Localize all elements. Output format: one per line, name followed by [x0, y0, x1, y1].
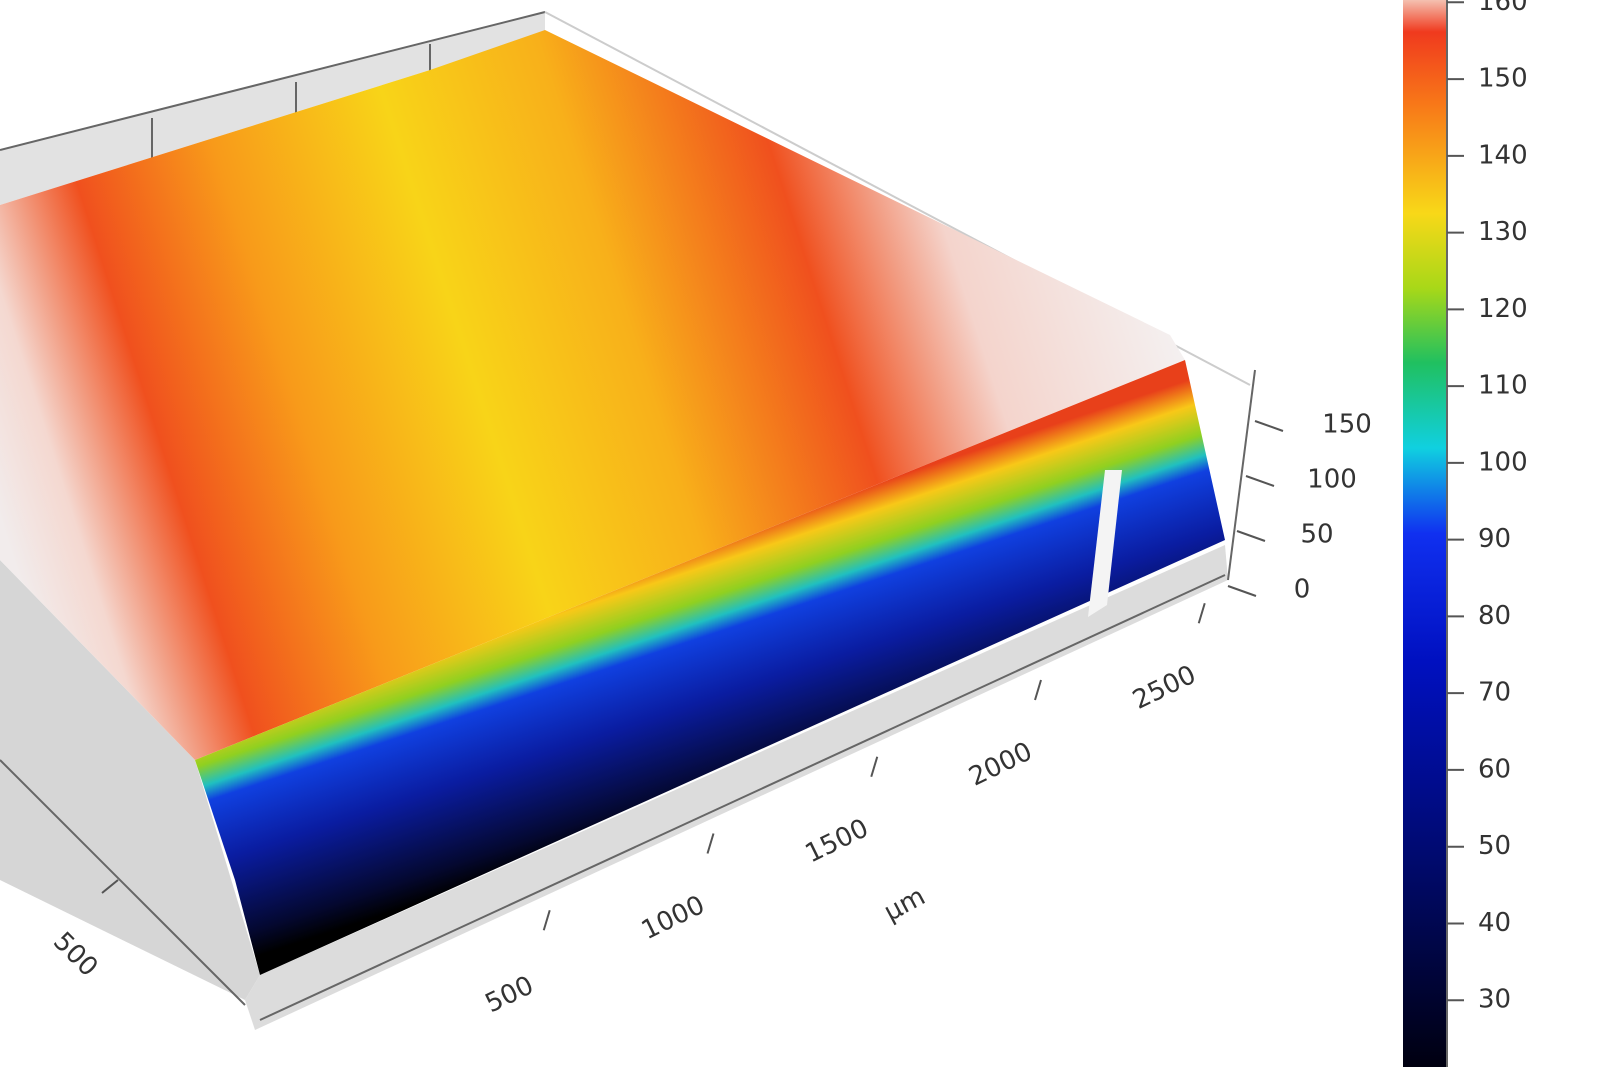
x-tick-label: 2500 — [1128, 660, 1201, 716]
y-tick — [101, 879, 119, 894]
y-axis — [0, 759, 246, 1006]
colorbar-tick-label: 110 — [1478, 371, 1528, 401]
left-face — [0, 560, 260, 1000]
z-tick-label: 150 — [1322, 410, 1372, 440]
colorbar — [1403, 0, 1447, 1067]
x-tick-label: 1000 — [637, 890, 710, 946]
x-tick-label: 1500 — [801, 813, 874, 869]
colorbar-tick-label: 40 — [1478, 908, 1511, 938]
z-tick-label: 50 — [1300, 520, 1333, 550]
floor — [245, 545, 1228, 1030]
back-wall — [0, 12, 545, 205]
colorbar-tick-label: 160 — [1478, 0, 1528, 17]
colorbar-tick-label: 100 — [1478, 447, 1528, 477]
y-tick-label: 500 — [47, 926, 103, 982]
colorbar-tick-label: 140 — [1478, 140, 1528, 170]
wall-edge — [0, 11, 546, 151]
colorbar-tick-label: 60 — [1478, 754, 1511, 784]
colorbar-tick-label: 90 — [1478, 524, 1511, 554]
colorbar-tick-label: 150 — [1478, 64, 1528, 94]
top-face — [0, 30, 1185, 760]
colorbar-tick-label: 70 — [1478, 678, 1511, 708]
surface — [0, 11, 1256, 1030]
colorbar-tick-label: 120 — [1478, 294, 1528, 324]
colorbar-tick-label: 80 — [1478, 601, 1511, 631]
x-tick — [870, 756, 879, 778]
z-tick — [1245, 475, 1275, 487]
colorbar-tick-label: 30 — [1478, 985, 1511, 1015]
x-tick-label: 500 — [481, 970, 539, 1019]
colorbar-tick-label: 50 — [1478, 831, 1511, 861]
colorbar-tick-label: 130 — [1478, 217, 1528, 247]
z-tick — [1236, 530, 1266, 542]
front-face — [195, 360, 1225, 975]
x-tick — [1034, 679, 1042, 701]
x-tick — [706, 833, 715, 854]
z-tick-label: 0 — [1294, 575, 1311, 605]
z-axis — [1227, 369, 1256, 581]
z-tick-label: 100 — [1307, 465, 1357, 495]
x-tick — [542, 909, 551, 931]
z-tick — [1254, 420, 1284, 432]
gap — [1088, 470, 1122, 617]
x-axis — [259, 574, 1226, 1021]
z-tick — [1227, 585, 1257, 597]
x-axis-label: µm — [879, 881, 930, 927]
x-tick — [1197, 602, 1206, 624]
x-tick-label: 2000 — [964, 737, 1037, 793]
